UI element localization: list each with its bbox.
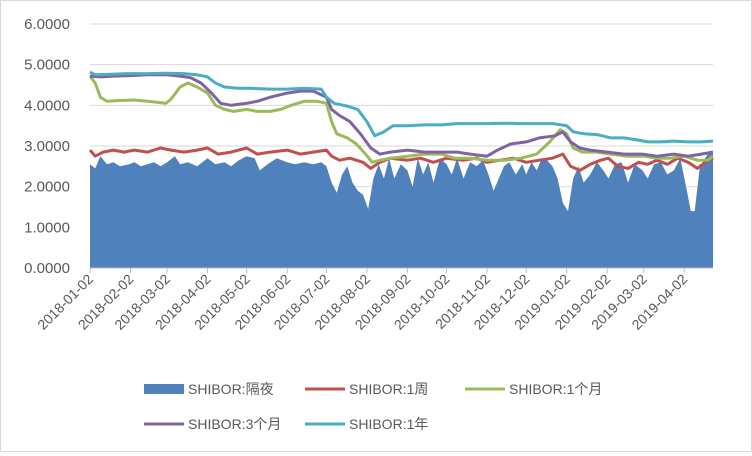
y-tick-label: 5.0000 <box>24 57 70 74</box>
series-area-overnight <box>90 150 713 268</box>
y-tick-label: 3.0000 <box>24 138 70 155</box>
y-tick-label: 6.0000 <box>24 16 70 33</box>
legend-label: SHIBOR:3个月 <box>188 416 281 432</box>
legend-item: SHIBOR:1周 <box>305 381 428 397</box>
x-tick-labels: 2018-01-022018-02-022018-03-022018-04-02… <box>34 271 690 333</box>
y-tick-labels: 0.0000 1.0000 2.0000 3.0000 4.0000 5.0000 6.00… <box>24 16 70 277</box>
legend-item: SHIBOR:隔夜 <box>144 381 274 397</box>
legend-swatch <box>144 384 184 394</box>
legend-item: SHIBOR:1年 <box>305 416 428 432</box>
legend-item: SHIBOR:1个月 <box>465 381 602 397</box>
area-series-layer <box>90 150 713 268</box>
legend-label: SHIBOR:1年 <box>349 416 428 432</box>
series-line-1 <box>88 146 714 172</box>
y-tick-label: 1.0000 <box>24 219 70 236</box>
legend-label: SHIBOR:1个月 <box>509 381 602 397</box>
legend-item: SHIBOR:3个月 <box>144 416 281 432</box>
series-line-4 <box>89 70 714 144</box>
line-series-layer <box>88 70 714 172</box>
legend-label: SHIBOR:隔夜 <box>188 381 274 397</box>
y-tick-label: 2.0000 <box>24 179 70 196</box>
axes <box>89 267 713 273</box>
legend-label: SHIBOR:1周 <box>349 381 428 397</box>
y-tick-label: 0.0000 <box>24 260 70 277</box>
legend: SHIBOR:隔夜 SHIBOR:1周 SHIBOR:1个月 SHIBOR:3个月 SH… <box>144 381 602 432</box>
y-tick-label: 4.0000 <box>24 97 70 114</box>
series-line-3 <box>89 73 714 158</box>
